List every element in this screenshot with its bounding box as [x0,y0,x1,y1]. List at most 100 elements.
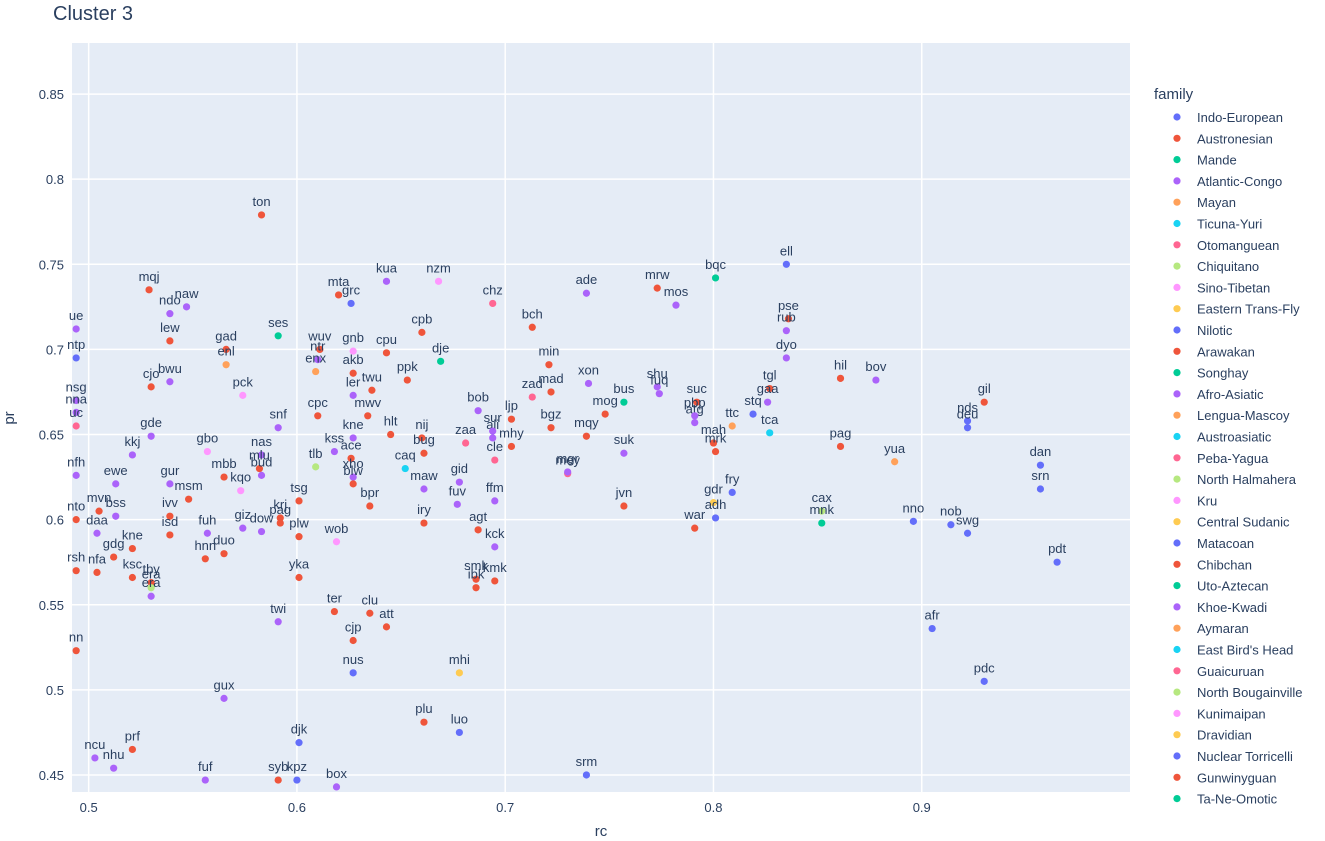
point-marker[interactable] [547,388,555,396]
data-point[interactable]: syb [268,759,288,784]
point-marker[interactable] [332,783,341,791]
point-marker[interactable] [489,299,497,308]
point-marker[interactable] [347,299,355,308]
data-point[interactable]: nno [903,500,925,525]
legend-item[interactable]: Kru [1173,493,1217,508]
data-point[interactable]: caq [395,448,416,473]
data-point[interactable]: zaa [455,422,477,447]
point-marker[interactable] [349,369,357,377]
data-point[interactable]: cpb [411,311,432,336]
data-point[interactable]: adh [705,497,727,522]
data-point[interactable]: nfa [88,551,107,577]
point-marker[interactable] [349,391,357,399]
legend-item[interactable]: Nilotic [1173,323,1233,338]
point-marker[interactable] [434,277,443,285]
data-point[interactable]: wuv [307,328,332,354]
legend-item[interactable]: Eastern Trans-Fly [1173,302,1300,317]
data-point[interactable]: nna [65,391,88,416]
data-point[interactable]: gnb [342,330,364,355]
point-marker[interactable] [836,374,845,382]
data-point[interactable]: suk [614,432,635,457]
point-marker[interactable] [818,519,826,527]
legend-item[interactable]: Ticuna-Yuri [1173,217,1262,232]
data-point[interactable]: war [683,507,706,532]
point-marker[interactable] [110,553,118,561]
data-point[interactable]: mbb [211,456,237,481]
data-point[interactable]: gdr [704,482,724,507]
data-point[interactable]: ace [341,437,362,462]
point-marker[interactable] [420,718,428,726]
data-point[interactable]: ler [346,374,361,399]
data-point[interactable]: srm [576,754,598,779]
data-point[interactable]: gaa [757,381,779,406]
data-point[interactable]: nas [251,434,272,459]
data-point[interactable]: bud [251,454,273,479]
legend-item[interactable]: Chiquitano [1173,259,1259,274]
data-point[interactable]: ntp [67,337,85,362]
data-point[interactable]: prf [125,728,141,754]
point-marker[interactable] [547,424,555,432]
data-point[interactable]: fuh [198,512,216,537]
point-marker[interactable] [222,361,230,369]
data-point[interactable]: mhi [449,652,470,677]
data-point[interactable]: era [142,567,162,592]
data-point[interactable]: gur [160,463,180,488]
data-point[interactable]: akb [343,352,364,377]
point-marker[interactable] [222,345,230,354]
data-point[interactable]: kqo [230,470,251,495]
point-marker[interactable] [909,517,918,525]
data-point[interactable]: mqj [139,269,160,294]
point-marker[interactable] [764,398,772,406]
data-point[interactable]: mos [664,284,689,309]
data-point[interactable]: plw [289,516,309,541]
point-marker[interactable] [653,284,661,292]
data-point[interactable]: stq [744,393,762,418]
point-marker[interactable] [455,728,463,737]
point-marker[interactable] [528,393,536,401]
point-marker[interactable] [166,337,174,345]
data-point[interactable]: rub [777,310,796,335]
point-marker[interactable] [691,419,699,427]
legend-item[interactable]: Mayan [1173,195,1236,210]
point-marker[interactable] [420,449,428,457]
data-point[interactable]: hlt [384,414,398,439]
legend-item[interactable]: Peba-Yagua [1173,451,1269,466]
point-marker[interactable] [274,776,282,784]
data-point[interactable]: mhy [499,425,524,451]
point-marker[interactable] [220,694,228,702]
data-point[interactable]: kck [485,526,505,551]
point-marker[interactable] [166,378,174,386]
point-marker[interactable] [203,447,211,456]
point-marker[interactable] [72,422,80,430]
data-point[interactable]: tgl [763,368,777,393]
data-point[interactable]: pbp [684,395,706,420]
data-point[interactable]: shu [647,366,668,391]
data-point[interactable]: uc [69,405,84,430]
point-marker[interactable] [201,555,209,563]
data-point[interactable]: hil [834,357,847,382]
data-point[interactable]: ljp [505,398,518,423]
point-marker[interactable] [749,410,757,418]
point-marker[interactable] [620,502,628,510]
data-point[interactable]: dyo [776,337,797,362]
point-marker[interactable] [728,422,736,430]
legend-item[interactable]: Sino-Tibetan [1173,280,1270,295]
data-point[interactable]: cpc [308,395,329,420]
data-point[interactable]: pag [830,425,852,451]
data-point[interactable]: ksc [123,557,143,582]
legend-item[interactable]: East Bird's Head [1173,643,1293,658]
data-point[interactable]: ppk [397,359,418,384]
data-point[interactable]: ell [780,243,793,268]
legend-item[interactable]: Afro-Asiatic [1173,387,1264,402]
data-point[interactable]: gde [140,415,162,440]
data-point[interactable]: att [379,606,394,631]
data-point[interactable]: swg [956,512,979,537]
point-marker[interactable] [295,739,303,747]
point-marker[interactable] [312,463,320,471]
data-point[interactable]: xho [343,456,364,481]
legend-item[interactable]: Chibchan [1173,557,1252,572]
point-marker[interactable] [818,507,826,515]
point-marker[interactable] [620,398,628,406]
point-marker[interactable] [257,471,266,479]
point-marker[interactable] [257,527,266,536]
